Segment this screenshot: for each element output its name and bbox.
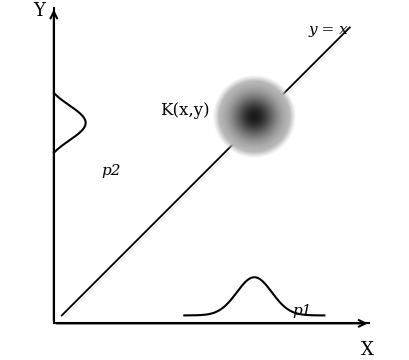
Text: y = x: y = x [308, 23, 347, 37]
Text: Y: Y [34, 3, 45, 21]
Text: p1: p1 [292, 304, 311, 318]
Text: X: X [360, 341, 373, 359]
Text: p2: p2 [101, 163, 121, 177]
Text: K(x,y): K(x,y) [160, 102, 209, 119]
